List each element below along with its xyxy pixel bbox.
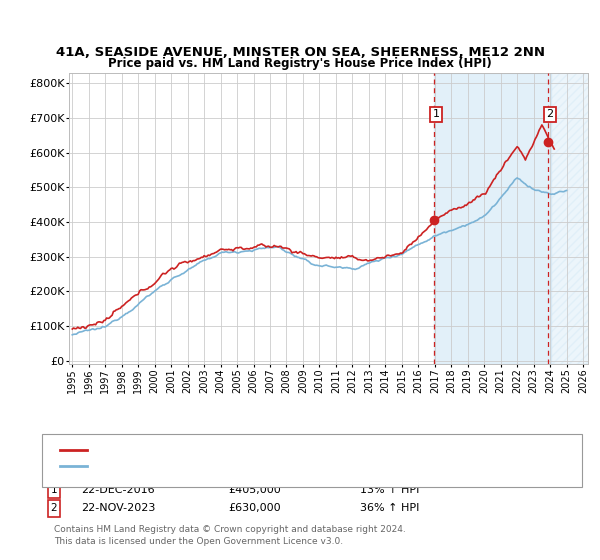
Text: Price paid vs. HM Land Registry's House Price Index (HPI): Price paid vs. HM Land Registry's House … [108, 57, 492, 70]
Text: £405,000: £405,000 [228, 485, 281, 495]
Text: 2: 2 [50, 503, 58, 514]
Text: Contains HM Land Registry data © Crown copyright and database right 2024.: Contains HM Land Registry data © Crown c… [54, 525, 406, 534]
Text: 1: 1 [50, 485, 58, 495]
Text: 2: 2 [547, 109, 554, 119]
Text: 41A, SEASIDE AVENUE, MINSTER ON SEA, SHEERNESS, ME12 2NN: 41A, SEASIDE AVENUE, MINSTER ON SEA, SHE… [56, 46, 545, 59]
Text: 36% ↑ HPI: 36% ↑ HPI [360, 503, 419, 514]
Text: 1: 1 [433, 109, 439, 119]
Text: This data is licensed under the Open Government Licence v3.0.: This data is licensed under the Open Gov… [54, 537, 343, 546]
Bar [551, 73, 600, 364]
Text: 13% ↑ HPI: 13% ↑ HPI [360, 485, 419, 495]
Text: 22-NOV-2023: 22-NOV-2023 [81, 503, 155, 514]
Text: 22-DEC-2016: 22-DEC-2016 [81, 485, 155, 495]
Text: £630,000: £630,000 [228, 503, 281, 514]
Text: 41A, SEASIDE AVENUE, MINSTER ON SEA, SHEERNESS, ME12 2NN (detached house): 41A, SEASIDE AVENUE, MINSTER ON SEA, SHE… [90, 445, 500, 455]
Text: HPI: Average price, detached house, Swale: HPI: Average price, detached house, Swal… [90, 461, 300, 471]
Bar [434, 73, 551, 364]
